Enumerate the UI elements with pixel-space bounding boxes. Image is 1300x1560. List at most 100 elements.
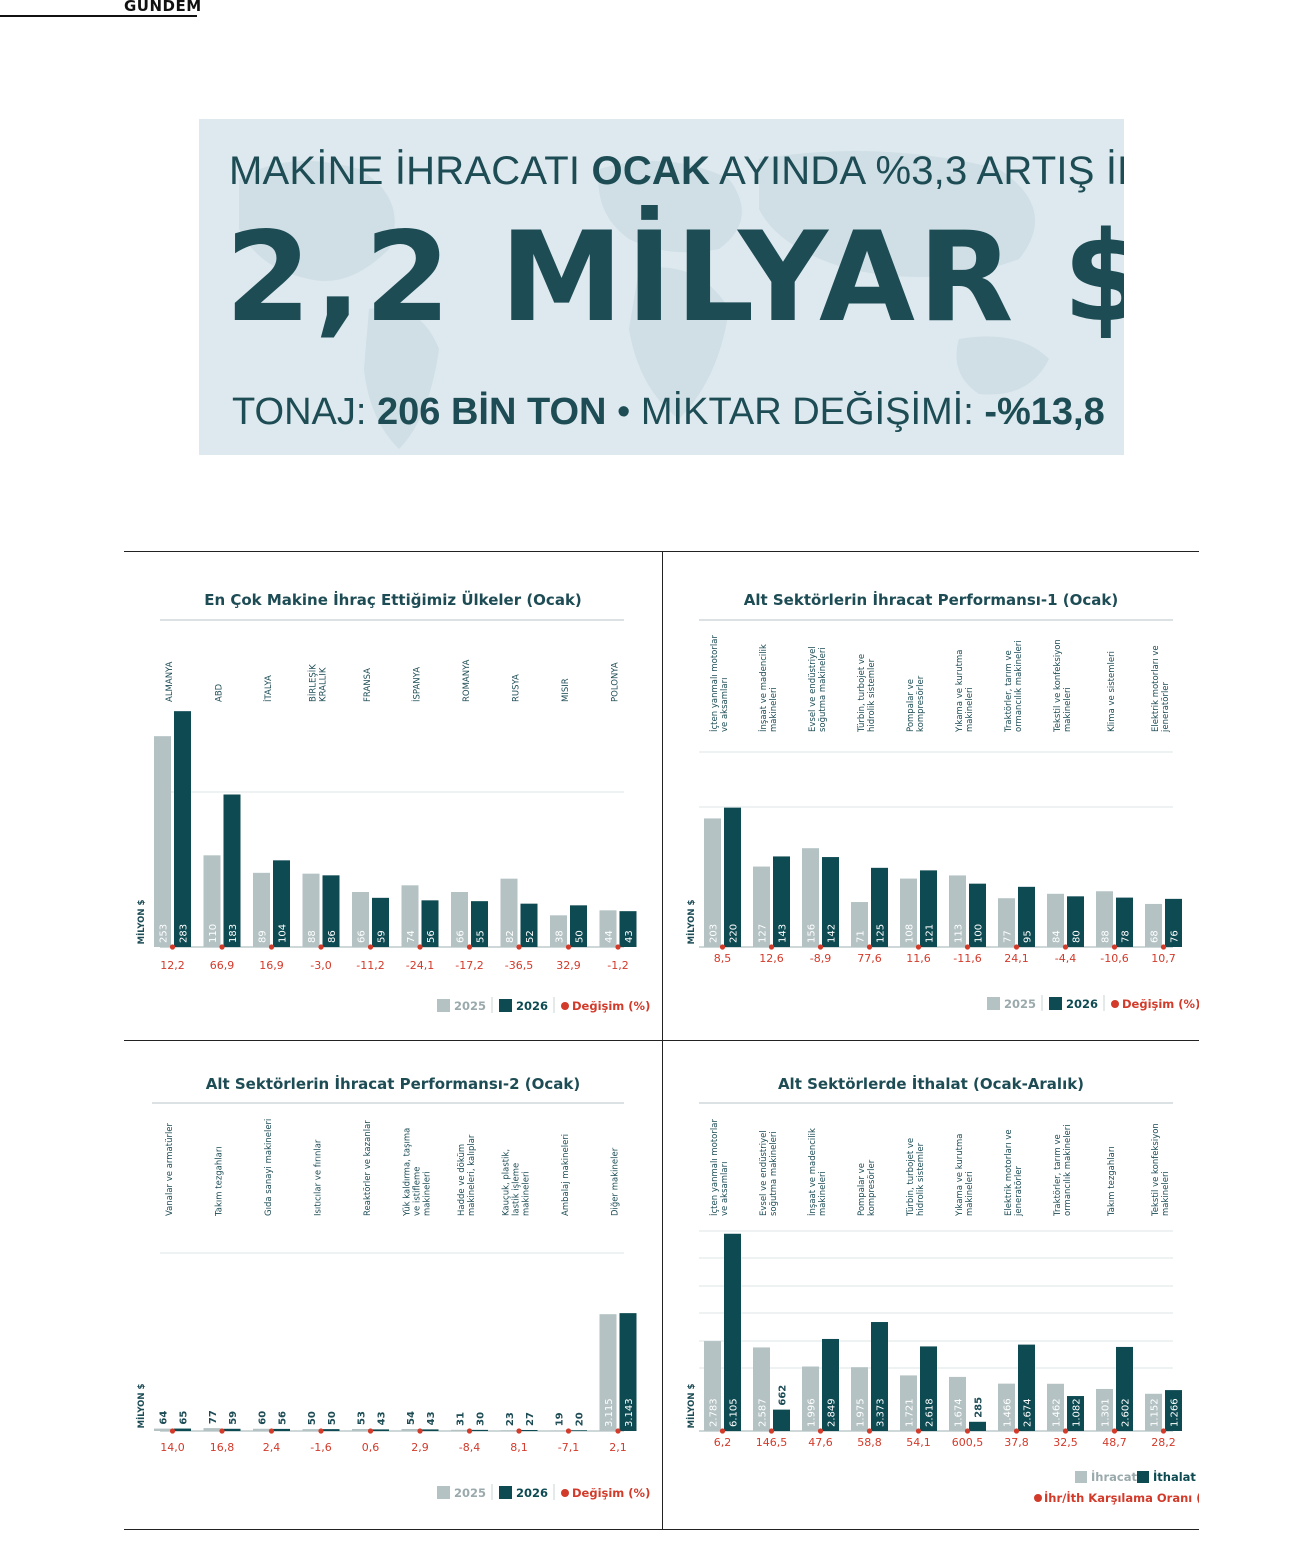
chart-title: Alt Sektörlerin İhracat Performansı-2 (O… [206,1074,581,1093]
legend-swatch-b [499,999,512,1012]
bar-series-b [1116,897,1133,947]
category-label: Isıtıcılar ve fırınlar [314,1139,324,1216]
bar-series-b [570,1430,587,1431]
bar-value-label: 2.849 [827,1398,838,1427]
change-value: 77,6 [857,952,882,965]
bar-value-label: 2.783 [709,1398,720,1427]
y-axis-label: MİLYON $ [686,900,697,945]
category-label: Ambalaj makineleri [561,1134,571,1216]
category-label: jeneratörler [1014,1165,1024,1217]
bar-value-label: 220 [729,924,740,943]
chart-imports: Alt Sektörlerde İthalat (Ocak-Aralık) MİL… [686,1074,1199,1505]
change-dot [318,1428,324,1434]
bar-series-a [203,1428,221,1431]
bar-series-a [401,885,419,947]
bar-series-b [969,1421,986,1431]
legend-label-change: Değişim (%) [1122,997,1199,1011]
bar-value-label: 1.975 [856,1398,867,1427]
change-value: 28,2 [1151,1436,1176,1449]
category-label: ve aksamları [720,1162,730,1216]
bar-series-b [724,1233,741,1431]
category-label: Takım tezgahları [1107,1146,1117,1217]
change-dot [866,1428,873,1434]
category-label: İTALYA [263,675,274,702]
bar-value-label: 183 [228,924,239,943]
bar-value-label: 43 [377,1411,388,1425]
bar-value-label: 142 [827,924,838,943]
change-value: 8,5 [714,952,732,965]
bar-series-a [1096,1388,1113,1431]
bar-value-label: 54 [406,1411,417,1425]
bar-series-a [753,866,770,947]
legend: 2025 2026 Değişim (%) [437,997,650,1013]
bar-series-a [1047,893,1064,947]
headline-line-1: MAKİNE İHRACATI OCAK AYINDA %3,3 ARTIŞ İ… [229,149,1124,193]
category-label-group: İnşaat ve madencilik makineleri [807,1128,828,1216]
legend-label-a: 2025 [454,1486,486,1500]
bar-series-b [471,901,488,947]
bar-series-b [1018,886,1035,947]
legend: 2025 2026 Değişim (%) [437,1484,650,1500]
category-label-group: Traktörler, tarım ve ormancılık makineler… [1004,640,1024,733]
change-value: 16,8 [210,1441,235,1454]
category-label: KRALLIK [319,667,329,702]
legend-label-b: 2026 [516,1486,548,1500]
legend-swatch-b [1049,997,1062,1010]
bar-series-a [802,848,819,947]
legend-swatch-b [1137,1471,1149,1483]
bar-series-a [998,1383,1015,1431]
change-dot [719,944,726,950]
bar-value-label: 3.373 [876,1398,887,1427]
change-dot [516,1428,522,1434]
legend-label-a: İhracat [1091,1469,1137,1484]
bar-value-label: 77 [208,1410,219,1424]
change-value: -17,2 [455,959,483,972]
category-label: Hadde ve döküm [457,1144,467,1216]
change-value: 11,6 [906,952,931,965]
chart-panel-imports: Alt Sektörlerde İthalat (Ocak-Aralık) MİL… [663,1041,1199,1529]
bar-series-b [174,1428,191,1431]
bar-value-label: 113 [954,924,965,943]
bar-series-a [550,915,567,947]
bar-series-b [1165,898,1182,947]
category-label-group: Traktörler, tarım ve ormancılık makineler… [1053,1124,1073,1217]
legend-label-a: 2025 [1004,997,1036,1011]
category-label: Tekstil ve konfeksiyon [1151,1123,1161,1217]
legend-swatch-b [499,1486,512,1499]
category-label-group: Türbin, turbojet ve hidrolik sistemler [906,1138,926,1217]
legend-swatch-a [437,1486,450,1499]
chart-sectors-2: Alt Sektörlerin İhracat Performansı-2 (O… [136,1074,650,1500]
bar-series-a [851,1367,868,1431]
category-label-group: Elektrik motorları ve jeneratörler [1004,1129,1024,1217]
category-label: makineleri [818,1171,828,1216]
charts-grid: En Çok Makine İhraç Ettiğimiz Ülkeler (O… [124,551,1199,1530]
change-value: -8,9 [810,952,831,965]
bar-value-label: 88 [1101,930,1112,943]
change-value: 2,4 [263,1441,281,1454]
bar-series-a [1145,903,1162,947]
category-label-group: Tekstil ve konfeksiyon makineleri [1053,639,1073,733]
bar-series-b [273,860,290,947]
category-label: Traktörler, tarım ve [1053,1134,1063,1217]
change-dot [768,944,775,950]
category-label-group: Türbin, turbojet ve hidrolik sistemler [857,654,877,733]
category-label-group: Klima ve sistemleri [1107,651,1117,732]
category-label: Elektrik motorları ve [1151,645,1161,732]
bar-value-label: 19 [555,1412,566,1426]
bar-series-a [949,875,966,947]
change-value: -11,2 [356,959,384,972]
change-value: 54,1 [906,1436,931,1449]
category-label-group: İçten yanmalı motorlar ve aksamları [709,1119,730,1216]
change-value: -24,1 [406,959,434,972]
change-value: 32,9 [556,959,581,972]
chart-title: En Çok Makine İhraç Ettiğimiz Ülkeler (O… [204,590,582,609]
chart-panel-sectors-2: Alt Sektörlerin İhracat Performansı-2 (O… [124,1041,662,1529]
category-label: kompresörler [916,675,926,732]
world-map-background [239,151,1049,449]
category-label: İçten yanmalı motorlar [709,1119,720,1216]
category-label: Klima ve sistemleri [1107,651,1117,732]
bar-value-label: 52 [525,930,536,943]
category-label: makineleri [423,1171,433,1216]
change-dot [268,1428,275,1434]
change-dot [866,944,873,950]
